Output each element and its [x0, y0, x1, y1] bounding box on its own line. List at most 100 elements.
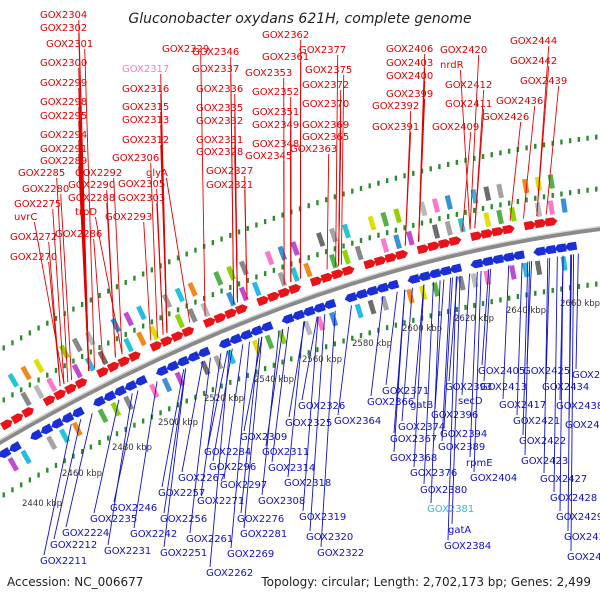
leader-line	[56, 177, 69, 383]
kbp-scale-label: 2500 kbp	[158, 418, 198, 428]
gene-label-forward: GOX2352	[252, 87, 299, 98]
leader-line	[418, 98, 426, 242]
tick-mark	[115, 284, 119, 290]
gene-label-forward: GOX2305	[118, 179, 165, 190]
feature-block	[187, 307, 198, 323]
gene-label-forward: GOX2331	[196, 135, 243, 146]
gene-label-reverse: GOX2364	[334, 416, 381, 427]
tick-mark	[107, 288, 110, 294]
tick-mark	[455, 306, 459, 312]
forward-gene-arrow	[96, 367, 109, 378]
tick-mark	[342, 338, 345, 344]
leader-line	[230, 73, 235, 305]
tick-mark	[98, 292, 101, 298]
gene-label-reverse: GOX2308	[258, 496, 305, 507]
reverse-gene-arrow	[543, 244, 557, 255]
gene-label-reverse: GOX2235	[90, 514, 137, 525]
gene-label-forward: GOX2439	[520, 76, 567, 87]
leader-line	[553, 256, 558, 493]
gene-features	[0, 174, 578, 472]
tick-mark	[551, 287, 554, 293]
gene-label-forward: GOX2285	[18, 168, 65, 179]
feature-block	[534, 176, 543, 192]
leader-line	[545, 257, 551, 382]
feature-block	[238, 260, 249, 276]
gene-label-forward: GOX2317	[122, 64, 169, 75]
tick-mark	[133, 422, 136, 428]
feature-block	[20, 449, 32, 465]
reverse-gene-arrow	[61, 412, 75, 423]
reverse-gene-arrow	[376, 282, 389, 293]
gene-label-forward: GOX2335	[196, 103, 243, 114]
gene-label-forward: GOX2302	[40, 23, 87, 34]
kbp-scale-label: 2460 kbp	[62, 469, 102, 479]
tick-mark	[368, 183, 371, 189]
leader-line	[434, 279, 445, 410]
feature-block	[290, 241, 300, 256]
gene-label-forward: GOX2372	[302, 80, 349, 91]
gene-label-forward: GOX2361	[262, 52, 309, 63]
gene-label-reverse: GOX2276	[237, 514, 284, 525]
leader-line	[200, 53, 206, 316]
feature-block	[187, 281, 198, 297]
tick-mark	[560, 286, 563, 292]
reverse-gene-arrow	[93, 395, 106, 407]
tick-mark	[481, 301, 485, 307]
tick-mark	[298, 206, 302, 212]
forward-gene-arrow	[331, 269, 344, 280]
tick-mark	[246, 277, 249, 283]
gene-label-reverse: GOX2404	[470, 473, 517, 484]
gene-label-forward: GOX2295	[40, 111, 87, 122]
forward-gene-arrow	[448, 236, 462, 246]
gene-label-reverse: GOX2427	[540, 474, 587, 485]
reverse-gene-arrow	[197, 346, 211, 358]
tick-mark	[272, 215, 276, 221]
feature-block	[46, 435, 58, 451]
tick-mark	[351, 335, 354, 341]
feature-block	[431, 224, 441, 239]
tick-mark	[455, 211, 459, 217]
gene-label-reverse: GOX2309	[240, 432, 287, 443]
gene-label-reverse: GOX2296	[209, 462, 256, 473]
tick-mark	[37, 325, 40, 331]
tick-mark	[281, 264, 284, 270]
tick-mark	[385, 178, 389, 184]
leader-line	[423, 282, 434, 485]
gene-label-reverse: GOX2376	[410, 468, 457, 479]
forward-gene-arrow	[128, 351, 141, 363]
feature-block	[277, 245, 288, 261]
gene-label-forward: GOX2292	[75, 168, 122, 179]
tick-mark	[255, 274, 258, 280]
leader-line	[483, 268, 492, 382]
tick-mark	[438, 216, 441, 222]
gene-label-forward: GOX2280	[22, 184, 69, 195]
gene-label-forward: GOX2353	[245, 68, 292, 79]
tick-mark	[455, 159, 459, 165]
reverse-gene-arrow	[564, 241, 578, 251]
tick-mark	[525, 145, 528, 151]
tick-mark	[63, 458, 66, 464]
gene-label-forward: GOX2420	[440, 45, 487, 56]
tick-mark	[89, 349, 93, 355]
feature-block	[483, 186, 492, 201]
gene-label-reverse: GOX2322	[317, 548, 364, 559]
gene-label-forward: GOX2351	[252, 107, 299, 118]
leader-line	[545, 85, 560, 215]
gene-label-forward: GOX2270	[10, 252, 57, 263]
gene-label-forward: GOX2348	[252, 139, 299, 150]
tick-mark	[499, 150, 502, 156]
accession-text: Accession: NC_006677	[7, 575, 143, 589]
reverse-gene-arrow	[260, 321, 274, 332]
tick-mark	[11, 392, 14, 398]
leader-line	[287, 321, 305, 478]
gene-label-reverse: GOX2425	[523, 366, 570, 377]
tick-mark	[185, 398, 188, 404]
reverse-gene-arrow	[156, 365, 169, 376]
reverse-gene-arrow	[250, 325, 264, 336]
tick-mark	[568, 138, 572, 144]
gene-label-reverse: GOX2389	[438, 442, 485, 453]
tick-mark	[595, 186, 598, 192]
reverse-gene-arrow	[470, 258, 484, 269]
gene-label-reverse: GOX2396	[431, 410, 478, 421]
tick-mark	[429, 166, 432, 172]
